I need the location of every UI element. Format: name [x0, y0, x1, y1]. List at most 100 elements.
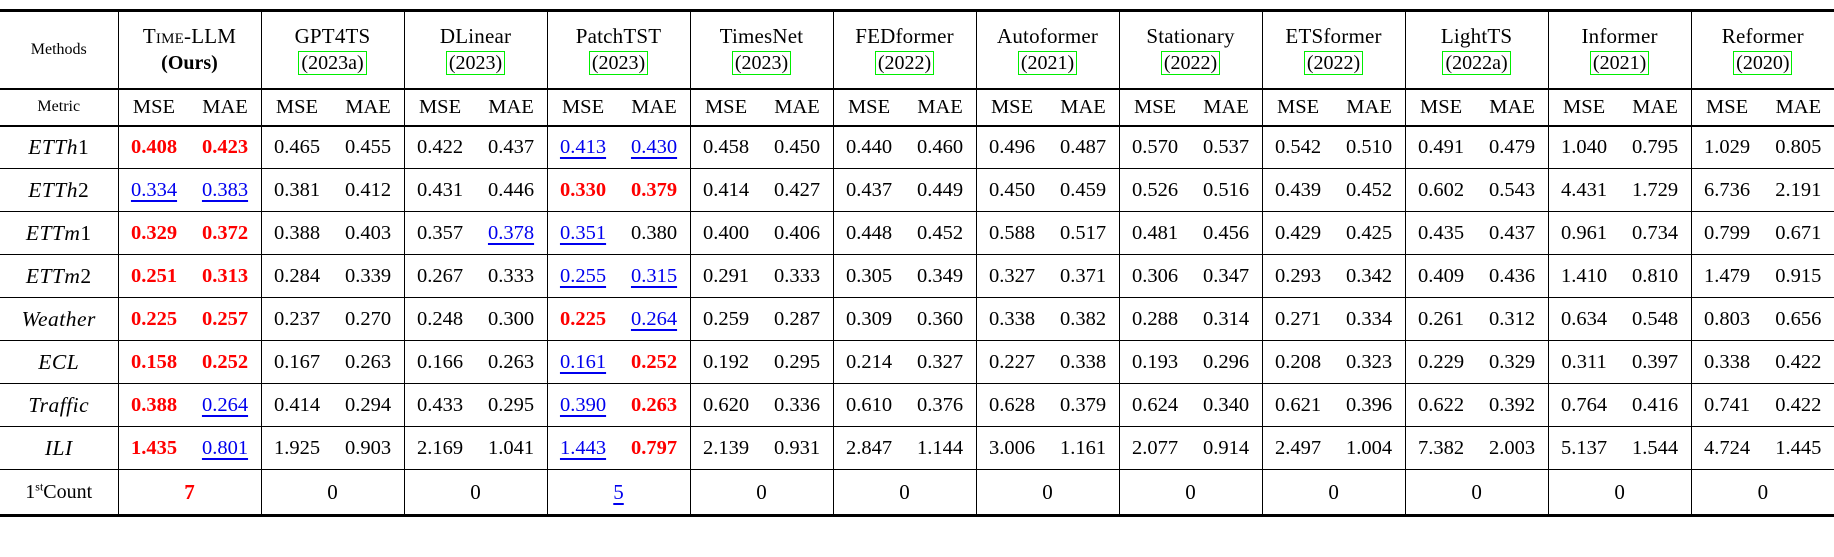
value-cell: 0.381	[260, 168, 333, 212]
mse-header: MSE	[117, 88, 190, 126]
citation-year-link[interactable]: (2020)	[1733, 50, 1793, 75]
mse-header: MSE	[1547, 88, 1620, 126]
table-row-traffic: Traffic 0.388 0.264 0.414 0.294 0.433 0.295 0.3…	[0, 383, 1834, 427]
value-cell: 0.263	[344, 350, 392, 373]
value-cell: 0.338	[1690, 340, 1763, 384]
value-cell: 0.347	[1202, 264, 1250, 287]
value-cell: 0.390	[546, 383, 619, 427]
citation-year-link[interactable]: (2021)	[1017, 50, 1078, 75]
value-cell: 0.338	[975, 297, 1048, 341]
value-cell: 0.334	[117, 168, 190, 212]
value-cell: 0.805	[1775, 135, 1822, 158]
value-cell: 0.383	[201, 178, 249, 201]
value-cell: 0.548	[1632, 307, 1679, 330]
citation-year-link[interactable]: (2021)	[1589, 50, 1650, 75]
method-name: Autoformer	[996, 23, 1099, 48]
mae-header: MAE	[202, 95, 248, 118]
value-cell: 0.264	[201, 393, 249, 416]
value-cell: 0.416	[1632, 393, 1679, 416]
value-cell: 0.263	[487, 350, 535, 373]
value-cell: 0.379	[1059, 393, 1107, 416]
value-cell: 4.724	[1690, 426, 1763, 470]
method-subtitle: (2021)	[977, 50, 1119, 76]
citation-year-link[interactable]: (2022)	[1303, 50, 1364, 75]
value-cell: 0.296	[1202, 350, 1250, 373]
value-cell: 0.456	[1202, 221, 1250, 244]
citation-year-link[interactable]: (2023a)	[298, 50, 367, 75]
method-name: Time-LLM	[142, 23, 237, 48]
value-cell: 1.443	[546, 426, 619, 470]
value-cell: 0.741	[1690, 383, 1763, 427]
value-cell: 0.409	[1404, 254, 1477, 298]
value-cell: 0.496	[975, 125, 1048, 169]
value-cell: 0.961	[1547, 211, 1620, 255]
value-cell: 1.040	[1547, 125, 1620, 169]
value-cell: 0.656	[1775, 307, 1822, 330]
count-cell: 0	[1690, 469, 1834, 516]
value-cell: 0.403	[344, 221, 392, 244]
value-cell: 0.425	[1346, 221, 1393, 244]
first-count-label: 1stCount	[25, 478, 93, 503]
value-cell: 0.330	[546, 168, 619, 212]
value-cell: 0.903	[344, 436, 392, 459]
mse-header: MSE	[546, 88, 619, 126]
value-cell: 0.252	[201, 350, 249, 373]
value-cell: 0.588	[975, 211, 1048, 255]
value-cell: 0.300	[487, 307, 535, 330]
value-cell: 0.264	[630, 307, 678, 330]
value-cell: 0.338	[1059, 350, 1107, 373]
value-cell: 0.437	[832, 168, 905, 212]
value-cell: 0.400	[689, 211, 762, 255]
value-cell: 0.422	[403, 125, 476, 169]
dataset-label: ETTm1	[25, 220, 92, 245]
mae-header: MAE	[345, 95, 391, 118]
value-cell: 0.161	[546, 340, 619, 384]
value-cell: 0.435	[1404, 211, 1477, 255]
method-subtitle: (2021)	[1549, 50, 1691, 76]
value-cell: 0.349	[916, 264, 964, 287]
value-cell: 1.479	[1690, 254, 1763, 298]
citation-year-link[interactable]: (2023)	[588, 50, 649, 75]
count-cell: 0	[1404, 469, 1549, 516]
value-cell: 0.914	[1202, 436, 1250, 459]
value-cell: 0.436	[1489, 264, 1536, 287]
mae-header: MAE	[1489, 95, 1535, 118]
value-cell: 0.517	[1059, 221, 1107, 244]
method-subtitle: (2022)	[834, 50, 976, 76]
method-name: ETSformer	[1285, 23, 1382, 48]
citation-year-link[interactable]: (2023)	[731, 50, 792, 75]
mae-header: MAE	[1775, 95, 1822, 118]
value-cell: 0.340	[1202, 393, 1250, 416]
count-cell: 0	[1118, 469, 1263, 516]
value-cell: 0.351	[546, 211, 619, 255]
value-cell: 0.294	[344, 393, 392, 416]
value-cell: 0.208	[1261, 340, 1334, 384]
value-cell: 0.801	[201, 436, 249, 459]
value-cell: 0.479	[1489, 135, 1536, 158]
value-cell: 0.323	[1346, 350, 1393, 373]
value-cell: 1.029	[1690, 125, 1763, 169]
value-cell: 0.440	[832, 125, 905, 169]
mae-header: MAE	[1632, 95, 1678, 118]
value-cell: 0.510	[1346, 135, 1393, 158]
table-row-ettm1: ETTm1 0.329 0.372 0.388 0.403 0.357 0.378 0.351…	[0, 211, 1834, 255]
citation-year-link[interactable]: (2022)	[1160, 50, 1221, 75]
metric-header-row: Metric MSE MAE MSE MAE MSE MAE MSE MAE MSE MAE MSE…	[0, 88, 1834, 126]
citation-year-link[interactable]: (2022a)	[1442, 50, 1511, 75]
value-cell: 0.810	[1632, 264, 1679, 287]
value-cell: 0.537	[1202, 135, 1250, 158]
value-cell: 0.439	[1261, 168, 1334, 212]
dataset-label: ILI	[44, 435, 73, 460]
method-header-lightts: LightTS (2022a)	[1404, 10, 1549, 89]
value-cell: 0.329	[1489, 350, 1536, 373]
value-cell: 0.628	[975, 383, 1048, 427]
value-cell: 0.255	[546, 254, 619, 298]
citation-year-link[interactable]: (2022)	[874, 50, 935, 75]
value-cell: 0.430	[630, 135, 678, 158]
mae-header: MAE	[488, 95, 534, 118]
citation-year-link[interactable]: (2023)	[445, 50, 506, 75]
value-cell: 0.271	[1261, 297, 1334, 341]
method-name: DLinear	[439, 23, 512, 48]
value-cell: 0.526	[1118, 168, 1191, 212]
value-cell: 0.622	[1404, 383, 1477, 427]
